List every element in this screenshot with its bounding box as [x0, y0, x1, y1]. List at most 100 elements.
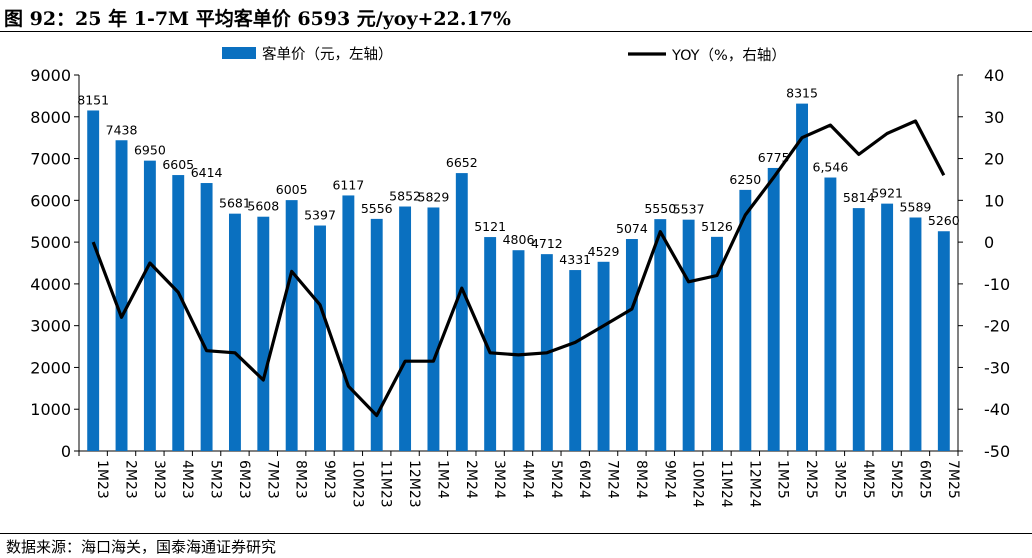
x-tick-label: 11M24: [718, 460, 734, 508]
bar: [937, 231, 950, 451]
bar-value-label: 4331: [559, 252, 591, 267]
bar-value-label: 6117: [332, 177, 364, 192]
bar-value-label: 6652: [446, 155, 478, 170]
bar-value-label: 6250: [729, 172, 761, 187]
x-tick-label: 7M25: [945, 460, 961, 499]
x-tick-label: 5M25: [888, 460, 904, 499]
x-tick-label: 11M23: [378, 460, 394, 508]
x-tick-label: 12M23: [406, 460, 422, 508]
bar-value-label: 5681: [219, 196, 251, 211]
bar: [597, 261, 610, 451]
bar-value-label: 7438: [106, 122, 138, 137]
right-tick-label: -10: [984, 275, 1010, 294]
bar: [455, 173, 468, 451]
left-tick-label: 0: [61, 442, 71, 461]
bar: [200, 183, 213, 451]
x-tick-label: 5M24: [548, 460, 564, 499]
x-tick-label: 2M23: [123, 460, 139, 499]
bar-value-label: 8315: [786, 86, 818, 101]
bar: [285, 200, 298, 451]
bar-value-label: 5556: [361, 201, 393, 216]
right-tick-label: 30: [984, 108, 1004, 127]
x-tick-label: 5M23: [208, 460, 224, 499]
right-tick-label: 40: [984, 66, 1004, 85]
chart-title: 图 92：25 年 1-7M 平均客单价 6593 元/yoy+22.17%: [4, 8, 511, 30]
x-tick-label: 8M23: [293, 460, 309, 499]
left-tick-label: 7000: [30, 150, 71, 169]
x-tick-label: 7M24: [605, 460, 621, 499]
title-rule: [0, 31, 1032, 32]
axes: 0 1000 2000 3000 4000 5000 6000 7000 8000 9000 -50…: [30, 66, 1010, 461]
bar: [796, 103, 809, 452]
x-tick-label: 6M23: [236, 460, 252, 499]
bar: [682, 219, 695, 451]
x-tick-label: 8M24: [633, 460, 649, 499]
bar: [881, 203, 894, 451]
bar: [115, 140, 128, 451]
bar-value-label: 6950: [134, 143, 166, 158]
x-tick-label: 10M23: [349, 460, 365, 508]
bar: [569, 270, 582, 451]
bar-value-label: 5852: [389, 189, 421, 204]
bar-value-label: 6775: [758, 150, 790, 165]
bar-value-label: 4529: [588, 244, 620, 259]
bar-value-label: 6605: [162, 157, 194, 172]
bar-value-label: 5121: [474, 219, 506, 234]
legend-bar-swatch: [222, 47, 256, 59]
bar: [87, 110, 100, 451]
left-tick-label: 4000: [30, 275, 71, 294]
x-tick-label: 2M24: [463, 460, 479, 499]
bar-value-label: 6005: [276, 182, 308, 197]
x-tick-label: 7M23: [264, 460, 280, 499]
source-rule: [0, 533, 1032, 534]
right-tick-label: -30: [984, 358, 1010, 377]
x-tick-label: 9M23: [321, 460, 337, 499]
left-tick-label: 2000: [30, 358, 71, 377]
left-tick-label: 9000: [30, 66, 71, 85]
bar: [824, 177, 837, 452]
bar: [257, 216, 270, 451]
x-tick-label: 1M25: [775, 460, 791, 499]
x-tick-label: 3M23: [151, 460, 167, 499]
source-note: 数据来源：海口海关，国泰海通证券研究: [6, 538, 277, 556]
bar: [172, 175, 185, 451]
bar: [143, 160, 156, 451]
bar-value-label: 5589: [900, 200, 932, 215]
chart: 0 1000 2000 3000 4000 5000 6000 7000 8000 9000 -50…: [30, 46, 1010, 508]
bar: [370, 218, 383, 451]
right-tick-label: 20: [984, 150, 1004, 169]
bar-value-label: 4712: [531, 236, 563, 251]
bar: [228, 213, 241, 451]
bar: [739, 189, 752, 451]
yoy-line-group: [91, 119, 946, 418]
bar-value-label: 5608: [247, 199, 279, 214]
right-tick-label: -20: [984, 317, 1010, 336]
bars: [87, 103, 950, 452]
bar-value-label: 6,546: [813, 160, 849, 175]
right-tick-label: 10: [984, 191, 1004, 210]
bar: [427, 207, 440, 451]
bar: [399, 206, 412, 451]
bar: [625, 239, 638, 451]
bar: [484, 237, 497, 451]
x-tick-label: 4M25: [860, 460, 876, 499]
left-tick-label: 6000: [30, 191, 71, 210]
left-tick-label: 8000: [30, 108, 71, 127]
bar-value-label: 5537: [673, 202, 705, 217]
bar: [852, 208, 865, 451]
right-tick-label: -50: [984, 442, 1010, 461]
x-tick-label: 12M24: [746, 460, 762, 508]
bar: [767, 167, 780, 451]
bar-value-label: 5126: [701, 219, 733, 234]
x-tick-label: 3M24: [491, 460, 507, 499]
legend-line-label: YOY（%，右轴）: [671, 47, 786, 64]
x-tick-label: 4M23: [179, 460, 195, 499]
bar: [654, 219, 667, 451]
bar: [909, 217, 922, 451]
legend: 客单价（元，左轴） YOY（%，右轴）: [222, 46, 786, 64]
x-tick-label: 9M24: [661, 460, 677, 499]
x-tick-label: 6M24: [576, 460, 592, 499]
bar-value-label: 8151: [77, 92, 109, 107]
x-tick-label: 1M24: [434, 460, 450, 499]
